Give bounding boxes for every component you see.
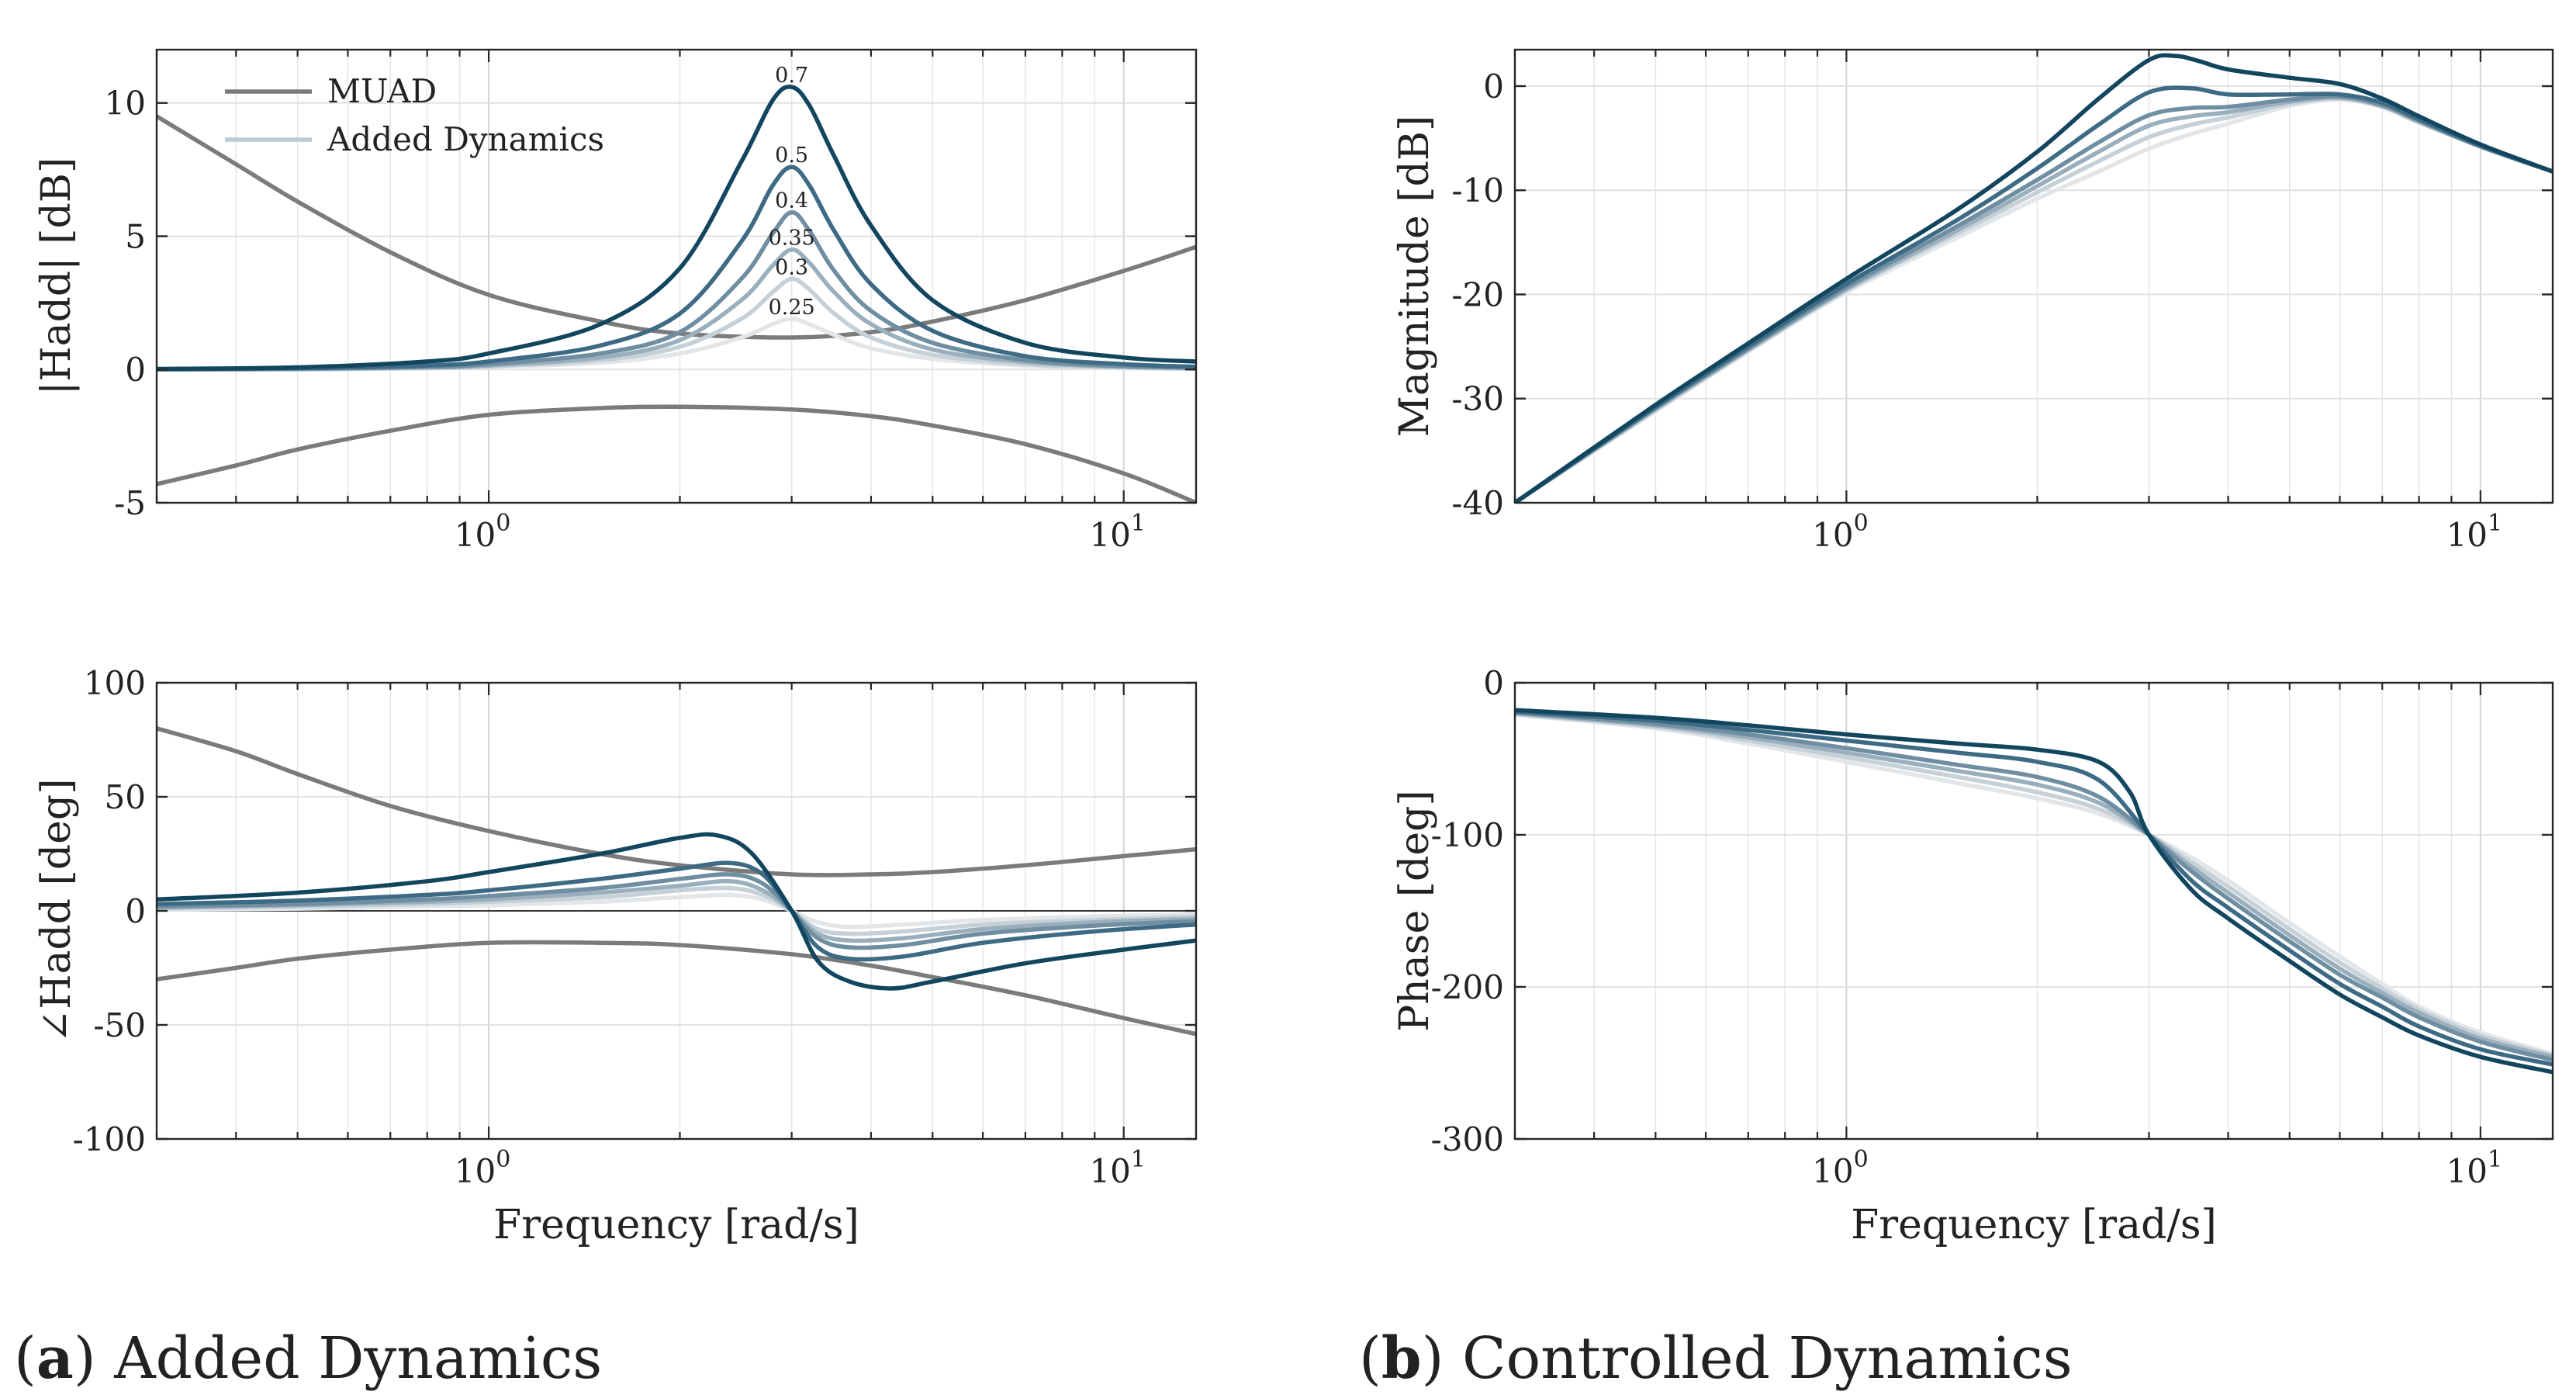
x-tick-base: 10 [1812,516,1853,554]
x-tick-exponent: 1 [2488,1146,2502,1173]
y-tick-label: -10 [1451,171,1504,209]
y-tick-label: 0 [125,351,146,389]
x-tick-label: 101 [1089,1146,1146,1190]
y-tick-label: -200 [1431,968,1504,1006]
curve-label: 0.7 [775,64,808,88]
caption-a: (a) Added Dynamics [14,1325,602,1392]
series-line-muad-lower [157,404,1196,503]
plot-area [157,50,1196,503]
x-tick-base: 10 [455,516,496,554]
series-line-zeta-0-5 [1515,85,2553,503]
y-tick-label: -30 [1451,380,1504,418]
series-line-zeta-0-5 [157,860,1196,962]
x-axis-label: Frequency [rad/s] [1851,1202,2217,1248]
x-tick-label: 100 [1812,510,1869,554]
x-tick-label: 100 [1812,1146,1869,1190]
y-tick-label: -40 [1451,484,1504,522]
curve-label: 0.4 [775,189,808,213]
x-tick-base: 10 [2446,516,2488,554]
curve-label: 0.35 [769,227,815,251]
x-tick-label: 101 [2446,510,2503,554]
series-line-zeta-0-7 [157,832,1196,991]
series-line-zeta-0-7 [157,85,1196,372]
caption-a-letter: a [36,1325,74,1392]
series-line-muad-lower [157,940,1196,1037]
y-tick-label: 50 [105,778,146,816]
curve-label: 0.5 [775,144,808,168]
caption-b-text: Controlled Dynamics [1462,1325,2073,1392]
y-tick-label: -5 [114,484,146,522]
x-tick-label: 101 [1089,510,1146,554]
series-line-zeta-0-4 [1515,710,2553,1062]
series-group [157,726,1196,1037]
x-tick-base: 10 [1812,1152,1853,1190]
y-tick-label: 0 [125,892,146,930]
y-tick-label: 10 [105,85,146,123]
plot-area [1515,683,2553,1139]
legend-label: MUAD [327,72,437,110]
y-tick-label: -50 [93,1006,146,1044]
y-axis-label: Magnitude [dB] [1392,116,1438,438]
series-line-zeta-0-5 [1515,709,2553,1067]
series-line-zeta-0-35 [157,878,1196,943]
series-line-zeta-0-7 [1515,53,2553,503]
curve-label: 0.3 [775,255,808,279]
axes-box [155,48,1198,504]
y-tick-label: 100 [84,664,146,702]
y-axis-label: |Hadd| [dB] [33,158,80,396]
x-tick-exponent: 0 [496,510,510,537]
y-tick-label: 0 [1483,68,1504,106]
y-axis-label: ∠Hadd [deg] [33,779,80,1044]
x-tick-exponent: 0 [1854,510,1869,537]
series-line-zeta-0-4 [157,872,1196,950]
y-tick-label: -300 [1431,1120,1504,1158]
x-tick-exponent: 1 [1131,510,1146,537]
x-tick-base: 10 [1089,516,1130,554]
legend-label: Added Dynamics [327,120,604,158]
x-tick-exponent: 1 [1131,1146,1146,1173]
legend: MUAD Added Dynamics [225,72,604,158]
y-axis-label: Phase [deg] [1392,790,1438,1031]
series-group [1515,53,2553,503]
series-line-muad-upper [157,726,1196,878]
x-axis-label: Frequency [rad/s] [493,1202,859,1248]
x-tick-label: 101 [2446,1146,2503,1190]
caption-a-text: Added Dynamics [113,1325,602,1392]
series-line-zeta-0-25 [157,892,1196,929]
x-tick-base: 10 [1089,1152,1130,1190]
x-tick-base: 10 [2446,1152,2488,1190]
x-tick-exponent: 0 [496,1146,510,1173]
x-tick-exponent: 0 [1854,1146,1869,1173]
y-tick-label: -100 [1431,816,1504,854]
x-tick-exponent: 1 [2488,510,2502,537]
caption-b: (b) Controlled Dynamics [1359,1325,2073,1392]
series-line-zeta-0-7 [1515,708,2553,1075]
x-tick-base: 10 [455,1152,496,1190]
x-tick-label: 100 [455,510,511,554]
series-group [157,85,1196,503]
y-tick-label: -20 [1451,275,1504,313]
curve-label: 0.25 [769,296,815,320]
y-tick-label: -100 [73,1120,146,1158]
axes-box [1513,681,2554,1141]
axes-box [1513,48,2554,504]
series-line-zeta-0-3 [157,885,1196,936]
x-tick-label: 100 [455,1146,511,1190]
caption-b-letter: b [1381,1325,1422,1392]
series-group [1515,708,2553,1075]
y-tick-label: 0 [1483,664,1504,702]
series-line-zeta-0-5 [157,164,1196,372]
plot-area [1515,50,2553,503]
y-tick-label: 5 [125,217,146,255]
